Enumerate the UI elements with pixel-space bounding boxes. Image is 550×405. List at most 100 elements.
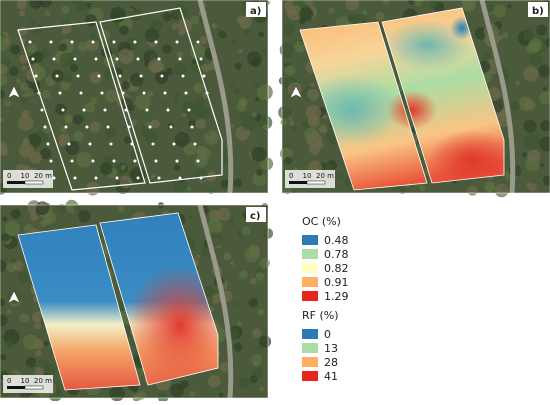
tree <box>318 125 328 134</box>
tree <box>58 43 68 52</box>
tree <box>493 4 506 18</box>
tree <box>284 65 296 76</box>
sample-point <box>28 40 32 44</box>
tree <box>89 33 98 42</box>
tree <box>176 384 183 390</box>
tree <box>5 221 20 237</box>
tree <box>123 136 132 144</box>
tree <box>10 257 17 264</box>
sample-point <box>148 125 152 129</box>
tree <box>109 385 125 402</box>
tree <box>119 25 129 36</box>
sample-point <box>49 159 53 163</box>
tree <box>38 358 49 370</box>
tree <box>70 64 78 72</box>
tree <box>19 54 29 64</box>
tree <box>78 210 91 223</box>
sample-point <box>112 159 116 163</box>
tree <box>211 23 218 29</box>
tree <box>351 0 358 4</box>
sample-point <box>103 108 107 112</box>
sample-point <box>124 108 128 112</box>
tree <box>45 203 51 208</box>
tree <box>241 226 251 236</box>
sample-point <box>46 142 50 146</box>
sample-point <box>175 159 179 163</box>
tree <box>467 185 478 196</box>
tree <box>301 120 310 129</box>
tree <box>258 386 265 392</box>
tree <box>16 0 28 10</box>
tree <box>189 390 196 397</box>
tree <box>20 96 28 104</box>
tree <box>135 94 151 110</box>
tree <box>2 216 8 222</box>
sample-point <box>169 125 173 129</box>
tree <box>523 28 536 40</box>
panel-label-bg <box>528 2 548 17</box>
tree <box>265 0 270 5</box>
sample-point <box>31 57 35 61</box>
legend-label: 0.82 <box>324 262 349 275</box>
panel-label-bg <box>246 207 266 222</box>
tree <box>527 149 541 164</box>
tree <box>89 71 102 84</box>
tree <box>172 178 187 193</box>
tree <box>382 0 390 5</box>
tree <box>229 82 235 88</box>
sample-point <box>178 176 182 180</box>
tree <box>27 44 37 54</box>
legend-swatch <box>302 235 318 245</box>
legend-swatch <box>302 263 318 273</box>
tree <box>256 169 263 176</box>
panel-frame <box>0 0 269 194</box>
tree <box>189 43 206 60</box>
field-border <box>17 21 146 191</box>
sample-point <box>187 108 191 112</box>
legend-title: RF (%) <box>302 309 339 322</box>
scale-label: 0 <box>289 172 293 180</box>
tree <box>306 0 314 7</box>
tree <box>130 149 140 159</box>
panel-label: c) <box>250 211 261 222</box>
sample-point <box>100 91 104 95</box>
tree <box>144 28 159 43</box>
blob <box>382 20 472 70</box>
tree <box>545 38 550 47</box>
sample-point <box>109 142 113 146</box>
tree <box>1 150 7 155</box>
tree <box>99 162 113 176</box>
tree <box>35 201 50 215</box>
field-border <box>17 224 141 391</box>
tree <box>196 105 210 120</box>
north-arrow <box>7 290 21 304</box>
field-border <box>381 7 505 184</box>
tree <box>243 29 250 36</box>
tree <box>310 83 315 88</box>
sample-point <box>55 74 59 78</box>
tree <box>524 134 541 150</box>
sample-point <box>163 91 167 95</box>
tree <box>58 133 71 146</box>
tree <box>229 260 235 266</box>
tree <box>162 101 167 107</box>
field-border <box>299 21 428 191</box>
legend-swatch <box>302 343 318 353</box>
tree <box>347 14 357 23</box>
sample-point <box>205 91 209 95</box>
tree <box>247 51 262 66</box>
tree <box>463 0 474 11</box>
sample-point <box>91 159 95 163</box>
tree <box>174 92 180 98</box>
sample-point <box>73 57 77 61</box>
tree <box>120 164 127 170</box>
sample-point <box>94 176 98 180</box>
tree <box>399 188 406 194</box>
blob <box>427 130 504 190</box>
tree <box>24 87 34 97</box>
tree <box>72 114 83 125</box>
panel-label-bg <box>246 2 266 17</box>
tree <box>308 116 320 128</box>
legend-swatch <box>302 371 318 381</box>
legend-label: 0 <box>324 328 331 341</box>
